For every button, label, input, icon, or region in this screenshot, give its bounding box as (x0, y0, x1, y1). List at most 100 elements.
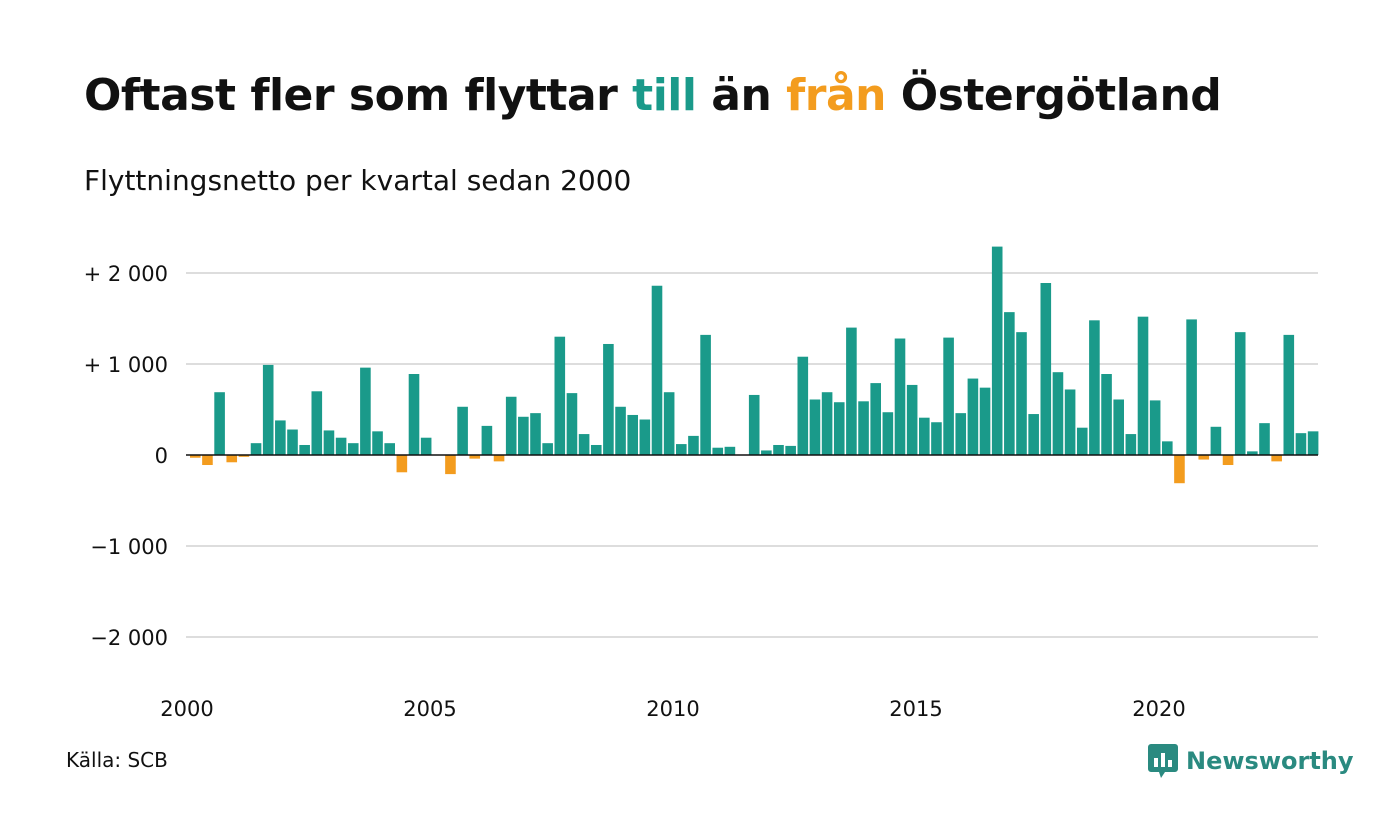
bar (481, 425, 493, 455)
bar (445, 455, 456, 475)
bar (360, 367, 371, 455)
bar (1089, 320, 1100, 455)
bar (1052, 372, 1064, 455)
title-highlight-fran: från (786, 70, 886, 121)
bars (190, 246, 1319, 484)
bar (639, 419, 651, 455)
bar (1186, 319, 1197, 455)
title-part: Oftast fler som flyttar (84, 70, 633, 121)
bar (919, 417, 930, 455)
bar (797, 356, 809, 455)
bar (250, 443, 262, 455)
bar (1210, 426, 1222, 455)
bar (1101, 374, 1112, 455)
bar (1028, 414, 1039, 455)
logo-text: Newsworthy (1186, 747, 1354, 775)
bar (311, 391, 323, 455)
bar (287, 429, 298, 455)
bar (833, 402, 845, 455)
bar (1271, 455, 1282, 462)
bar (1149, 400, 1161, 455)
bar (724, 446, 736, 455)
bar (335, 437, 347, 455)
bar (943, 337, 954, 455)
title-part: än (696, 70, 787, 121)
bar (858, 401, 869, 455)
x-axis-labels: 2000 2005 2010 2015 2020 (160, 697, 1185, 721)
bar (1283, 334, 1295, 455)
bar (748, 394, 760, 455)
bar (676, 444, 687, 455)
bar (979, 387, 991, 455)
bar (1222, 455, 1234, 466)
bar (493, 455, 505, 462)
y-tick-label: 0 (155, 444, 168, 468)
bar (275, 420, 286, 455)
bar (603, 343, 614, 455)
bar (1137, 316, 1149, 455)
bar (1295, 433, 1307, 455)
chart-title: Oftast fler som flyttar till än från Öst… (84, 70, 1222, 121)
bar (1076, 427, 1088, 455)
bar (1125, 434, 1137, 455)
bar (542, 443, 553, 455)
bar (651, 285, 663, 455)
bar (1016, 332, 1027, 455)
bar (1162, 441, 1173, 455)
bar (214, 392, 225, 455)
bar (700, 334, 711, 455)
chart-subtitle: Flyttningsnetto per kvartal sedan 2000 (84, 164, 632, 197)
bar (773, 444, 784, 455)
bar (1064, 389, 1076, 455)
bar (931, 422, 942, 455)
bar (202, 455, 213, 466)
bar (566, 393, 578, 455)
bar (1004, 312, 1015, 455)
bar (1259, 423, 1270, 455)
bar (457, 406, 468, 455)
bar (518, 416, 529, 455)
source-note: Källa: SCB (66, 748, 168, 772)
title-highlight-till: till (632, 70, 697, 121)
bar (469, 455, 481, 459)
bar (615, 406, 626, 455)
bar (1174, 455, 1185, 484)
bar (226, 455, 238, 463)
bar (238, 455, 250, 457)
bar (554, 336, 566, 455)
bar (505, 396, 517, 455)
bar (688, 435, 699, 455)
bar (1307, 431, 1319, 455)
bar (882, 412, 894, 455)
bar (1234, 332, 1246, 455)
bar (821, 392, 833, 455)
bar (761, 450, 772, 455)
grid-lines (186, 272, 1318, 638)
bar (1113, 399, 1124, 455)
bar (1040, 283, 1052, 455)
bar (906, 384, 918, 455)
newsworthy-logo: Newsworthy (1148, 744, 1354, 778)
y-tick-label: + 1 000 (84, 353, 168, 377)
bar (785, 445, 796, 455)
bar-chart-speech-bubble-icon (1148, 744, 1178, 778)
x-tick-label: 2000 (160, 697, 213, 721)
bar (663, 392, 675, 455)
bar (955, 413, 967, 455)
bar (262, 364, 274, 455)
bar (299, 444, 310, 455)
bar (323, 430, 335, 455)
bar (991, 246, 1003, 455)
bar (530, 413, 541, 455)
bar (408, 374, 420, 455)
y-axis-labels: + 2 000 + 1 000 0 −1 000 −2 000 (84, 262, 168, 650)
bar (578, 434, 590, 455)
bar (712, 447, 724, 455)
bar (420, 437, 432, 455)
bar (870, 383, 881, 455)
x-tick-label: 2005 (403, 697, 456, 721)
x-tick-label: 2020 (1132, 697, 1185, 721)
x-tick-label: 2010 (646, 697, 699, 721)
bar (846, 327, 857, 455)
bar (627, 414, 638, 455)
